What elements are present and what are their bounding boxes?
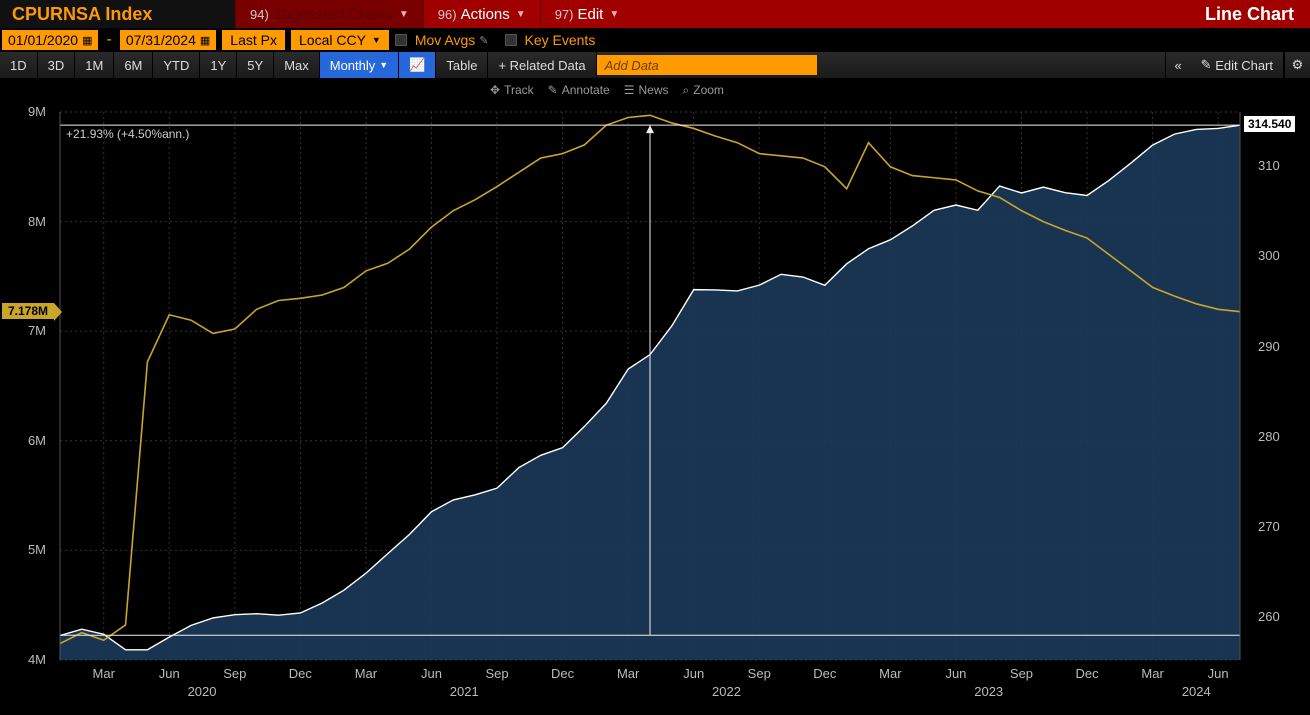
x-year-label: 2023 [974, 684, 1003, 699]
track-tool[interactable]: ✥ Track [490, 83, 534, 97]
calendar-icon: ▦ [82, 34, 92, 47]
chevron-down-icon: ▼ [379, 60, 388, 70]
chevron-down-icon: ▼ [516, 9, 526, 20]
menu-actions[interactable]: 96) Actions ▼ [423, 0, 540, 28]
annotate-tool[interactable]: ✎ Annotate [548, 83, 610, 97]
x-month-label: Mar [93, 666, 115, 681]
key-events-checkbox[interactable] [505, 34, 517, 46]
x-month-label: Mar [879, 666, 901, 681]
y-right-tick-label: 280 [1258, 429, 1280, 444]
date-to-input[interactable]: 07/31/2024 ▦ [120, 30, 216, 50]
pencil-icon: ✎ [479, 34, 488, 47]
period-1d[interactable]: 1D [0, 52, 38, 78]
chart-svg [0, 78, 1310, 715]
chevron-down-icon: ▼ [399, 9, 409, 20]
x-month-label: Sep [748, 666, 771, 681]
y-right-tick-label: 290 [1258, 339, 1280, 354]
params-bar: 01/01/2020 ▦ - 07/31/2024 ▦ Last Px Loca… [0, 28, 1310, 52]
x-year-label: 2021 [450, 684, 479, 699]
date-from-input[interactable]: 01/01/2020 ▦ [2, 30, 98, 50]
x-month-label: Mar [617, 666, 639, 681]
edit-chart-button[interactable]: ✎ Edit Chart [1191, 52, 1284, 78]
y-left-tick-label: 7M [6, 323, 46, 338]
period-ytd[interactable]: YTD [153, 52, 200, 78]
price-field-select[interactable]: Last Px [222, 30, 285, 50]
x-year-label: 2020 [188, 684, 217, 699]
x-month-label: Sep [1010, 666, 1033, 681]
x-month-label: Sep [485, 666, 508, 681]
period-3d[interactable]: 3D [38, 52, 76, 78]
chart-area[interactable]: 4M 5M 6M 7M 8M 9M 260 270 280 290 300 310 Mar Jun Sep D… [0, 78, 1310, 715]
x-year-label: 2022 [712, 684, 741, 699]
period-1m[interactable]: 1M [75, 52, 114, 78]
y-right-tick-label: 300 [1258, 248, 1280, 263]
y-left-tick-label: 5M [6, 542, 46, 557]
date-range-dash: - [104, 31, 113, 49]
menu-edit[interactable]: 97) Edit ▼ [540, 0, 634, 28]
period-max[interactable]: Max [274, 52, 320, 78]
related-data-button[interactable]: + Related Data [488, 52, 596, 78]
calendar-icon: ▦ [200, 34, 210, 47]
chart-mini-toolbar: ✥ Track ✎ Annotate ☰ News ⌕ Zoom [490, 80, 724, 100]
zoom-tool[interactable]: ⌕ Zoom [683, 83, 724, 98]
chart-style-button[interactable]: 📈 [399, 52, 436, 78]
x-month-label: Mar [1141, 666, 1163, 681]
x-month-label: Dec [1075, 666, 1098, 681]
period-5y[interactable]: 5Y [237, 52, 274, 78]
mov-avgs-checkbox[interactable] [395, 34, 407, 46]
right-axis-value-badge: 314.540 [1244, 116, 1295, 132]
y-right-tick-label: 270 [1258, 519, 1280, 534]
chevron-down-icon: ▼ [609, 9, 619, 20]
menu-suggested-charts[interactable]: 94) Suggested Charts ▼ [235, 0, 423, 28]
pencil-icon: ✎ [1201, 57, 1212, 73]
x-month-label: Jun [1208, 666, 1229, 681]
x-month-label: Jun [683, 666, 704, 681]
y-left-tick-label: 9M [6, 104, 46, 119]
x-month-label: Mar [355, 666, 377, 681]
collapse-left-icon[interactable]: « [1165, 52, 1191, 78]
line-chart-icon: 📈 [409, 57, 425, 73]
y-left-tick-label: 4M [6, 652, 46, 667]
x-month-label: Dec [551, 666, 574, 681]
x-month-label: Jun [945, 666, 966, 681]
mov-avgs-label[interactable]: Mov Avgs ✎ [415, 32, 489, 48]
x-month-label: Jun [159, 666, 180, 681]
y-left-tick-label: 8M [6, 214, 46, 229]
period-6m[interactable]: 6M [114, 52, 153, 78]
period-buttons: 1D3D1M6MYTD1Y5YMax [0, 52, 320, 78]
y-left-tick-label: 6M [6, 433, 46, 448]
table-view-button[interactable]: Table [436, 52, 488, 78]
tools-bar: 1D3D1M6MYTD1Y5YMax Monthly ▼ 📈 Table + R… [0, 52, 1310, 78]
left-axis-value-badge: 7.178M [2, 303, 54, 319]
x-month-label: Dec [289, 666, 312, 681]
key-events-label[interactable]: Key Events [525, 32, 596, 48]
y-right-tick-label: 260 [1258, 609, 1280, 624]
x-month-label: Jun [421, 666, 442, 681]
chevron-down-icon: ▼ [372, 35, 381, 45]
frequency-select[interactable]: Monthly ▼ [320, 52, 399, 78]
x-month-label: Sep [223, 666, 246, 681]
chart-type-title: Line Chart [1189, 0, 1310, 28]
add-data-input[interactable]: Add Data [597, 55, 817, 75]
x-month-label: Dec [813, 666, 836, 681]
gear-icon[interactable]: ⚙ [1284, 52, 1310, 78]
news-tool[interactable]: ☰ News [624, 83, 669, 97]
currency-select[interactable]: Local CCY ▼ [291, 30, 389, 50]
annotation-text: +21.93% (+4.50%ann.) [66, 127, 189, 141]
x-year-label: 2024 [1182, 684, 1211, 699]
y-right-tick-label: 310 [1258, 158, 1280, 173]
top-menu-bar: CPURNSA Index 94) Suggested Charts ▼ 96)… [0, 0, 1310, 28]
ticker-symbol: CPURNSA Index [0, 0, 235, 28]
period-1y[interactable]: 1Y [200, 52, 237, 78]
